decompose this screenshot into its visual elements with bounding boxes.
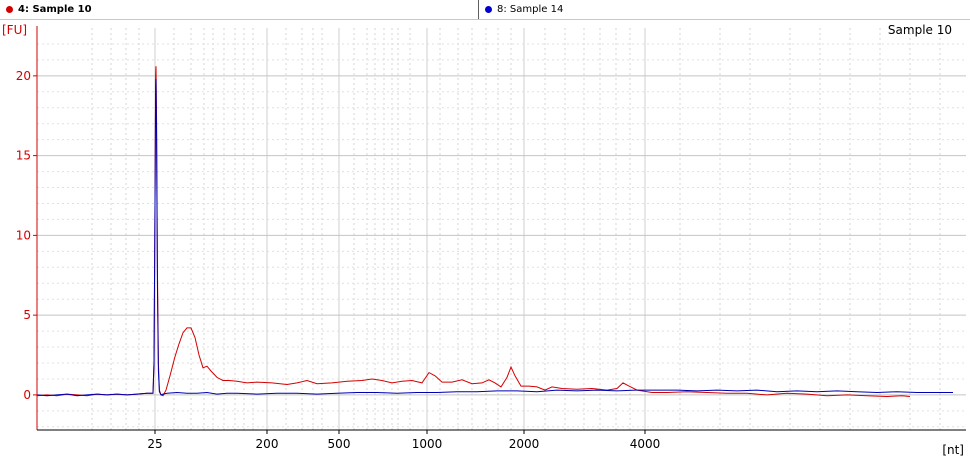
- x-tick-label: 200: [256, 437, 279, 451]
- axis-labels: 0 5 10 15 20 25 200 500 1000 2000 4000 [FU] [nt] Samp…: [2, 23, 964, 457]
- x-tick-label: 2000: [509, 437, 540, 451]
- y-tick-label: 10: [16, 228, 31, 242]
- x-tick-label: 500: [328, 437, 351, 451]
- y-axis-label: [FU]: [2, 23, 27, 37]
- series-line-1: [36, 66, 911, 398]
- blue-dot-icon: [485, 6, 492, 13]
- y-tick-label: 5: [23, 308, 31, 322]
- x-tick-label: 4000: [630, 437, 661, 451]
- x-tick-label: 25: [147, 437, 162, 451]
- chart-title: Sample 10: [888, 23, 952, 37]
- tab-divider: [478, 0, 479, 19]
- electropherogram-chart: 0 5 10 15 20 25 200 500 1000 2000 4000 [FU] [nt] Samp…: [2, 23, 966, 457]
- x-axis-label: [nt]: [942, 443, 964, 457]
- tab-sample-14[interactable]: 8: Sample 14: [479, 0, 563, 19]
- x-tick-label: 1000: [412, 437, 443, 451]
- y-tick-label: 15: [16, 149, 31, 163]
- series-lines: [36, 66, 953, 398]
- series-line-2: [36, 78, 953, 397]
- sample-tab-bar: 4: Sample 10 8: Sample 14: [0, 0, 970, 20]
- tab-label: 8: Sample 14: [497, 4, 564, 15]
- y-tick-label: 0: [23, 388, 31, 402]
- axes: [33, 26, 966, 434]
- grid-lines: [37, 28, 966, 430]
- tab-label: 4: Sample 10: [18, 4, 92, 15]
- y-tick-label: 20: [16, 69, 31, 83]
- tab-sample-10[interactable]: 4: Sample 10: [0, 0, 92, 19]
- red-dot-icon: [6, 6, 13, 13]
